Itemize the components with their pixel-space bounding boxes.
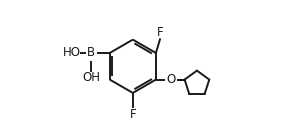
Text: B: B	[87, 47, 96, 59]
Text: F: F	[130, 108, 136, 121]
Text: O: O	[166, 73, 176, 86]
Text: F: F	[157, 26, 163, 39]
Text: OH: OH	[82, 71, 100, 84]
Text: HO: HO	[62, 47, 80, 59]
